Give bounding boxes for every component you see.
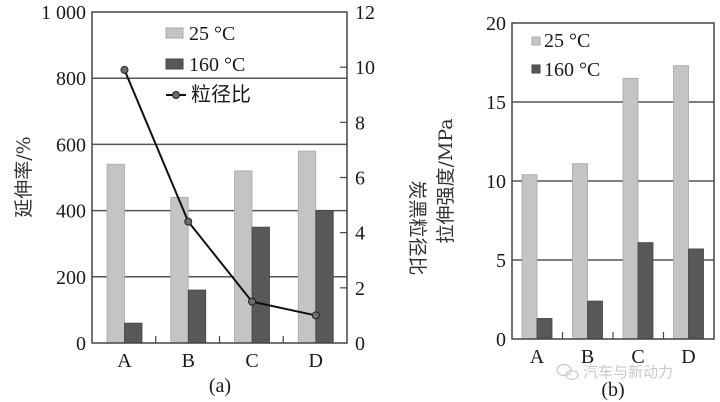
chart-b-ylabel: 拉伸强度/MPa: [435, 118, 457, 243]
x-tick-label: A: [530, 346, 545, 368]
y2-tick-label: 12: [355, 2, 375, 24]
x-tick-label: C: [245, 350, 258, 372]
bar-B-25c: [572, 163, 588, 340]
chart-a-right-axis-ticks: 0 2 4 6 8 10 12: [340, 2, 375, 355]
x-tick-label: D: [309, 350, 323, 372]
grain-ratio-line: [123, 69, 316, 317]
y-tick-label: 10: [486, 171, 506, 193]
y-tick-label: 1 000: [41, 2, 86, 24]
bar-D-160c: [688, 248, 704, 340]
legend-b-label-25c: 25 °C: [544, 30, 590, 52]
y-tick-label: 5: [496, 250, 506, 272]
legend-b-swatch-160c: [531, 64, 541, 74]
legend-b-swatch-25c: [531, 36, 541, 46]
bar-B-160c: [187, 289, 207, 344]
y-tick-label: 0: [76, 333, 86, 355]
legend-label-grain-ratio: 粒径比: [191, 83, 251, 106]
bar-C-25c: [234, 170, 253, 344]
legend-label-25c: 25 °C: [189, 23, 235, 45]
x-tick-label: A: [117, 350, 132, 372]
y2-tick-label: 0: [355, 333, 365, 355]
x-tick-label: B: [182, 350, 195, 372]
y-tick-label: 200: [56, 267, 86, 289]
chart-a: 0 200 400 600 800 1 000 0 2 4 6 8 10 12 A B C D 25 °C …: [13, 2, 428, 397]
x-tick-label: B: [581, 346, 594, 368]
grain-ratio-point-C: [248, 297, 256, 306]
y-tick-label: 20: [486, 13, 506, 35]
y2-tick-label: 6: [355, 168, 365, 190]
chart-a-x-axis-ticks: A B C D: [117, 336, 323, 372]
y2-tick-label: 2: [355, 278, 365, 300]
chart-a-y2label: 炭黑粒径比: [406, 180, 428, 275]
y-tick-label: 600: [56, 134, 86, 156]
legend-b-label-160c: 160 °C: [544, 59, 600, 81]
chart-a-legend: 25 °C 160 °C 粒径比: [165, 23, 251, 106]
legend-swatch-160c: [165, 58, 184, 70]
y-tick-label: 800: [56, 68, 86, 90]
bar-D-160c: [315, 210, 334, 344]
bar-D-25c: [673, 65, 689, 340]
chart-a-line-series: [120, 65, 320, 320]
y2-tick-label: 10: [355, 57, 375, 79]
watermark: 汽车与新动力: [556, 363, 673, 381]
bar-C-160c: [637, 242, 654, 340]
chart-b-bars: [521, 65, 704, 340]
legend-swatch-25c: [165, 27, 184, 39]
chart-a-ylabel: 延伸率/%: [13, 136, 35, 217]
chart-a-left-axis-ticks: 0 200 400 600 800 1 000: [41, 2, 86, 355]
x-tick-label: D: [681, 346, 695, 368]
bar-A-25c: [106, 163, 125, 344]
bar-C-25c: [622, 77, 639, 340]
chart-a-bars: [106, 150, 334, 344]
grain-ratio-point-A: [120, 65, 129, 74]
y-tick-label: 0: [496, 329, 506, 351]
y-tick-label: 400: [56, 201, 86, 223]
chart-a-panel-label: (a): [209, 375, 231, 397]
chart-b-x-axis-ticks: A B C D: [530, 332, 696, 368]
x-tick-label: C: [631, 346, 644, 368]
wechat-icon: [556, 363, 579, 381]
watermark-text: 汽车与新动力: [583, 363, 673, 381]
y-tick-label: 15: [486, 92, 506, 114]
bar-A-160c: [124, 322, 143, 344]
chart-b-y-axis-ticks: 0 5 10 15 20: [486, 13, 506, 351]
y2-tick-label: 8: [355, 112, 365, 134]
bar-A-25c: [521, 174, 538, 340]
y2-tick-label: 4: [355, 223, 365, 245]
chart-b-legend: 25 °C 160 °C: [531, 30, 600, 81]
legend-line-marker: [172, 91, 180, 99]
legend-label-160c: 160 °C: [189, 54, 245, 76]
grain-ratio-point-B: [184, 217, 193, 226]
grain-ratio-point-D: [311, 311, 320, 320]
bar-A-160c: [536, 318, 553, 340]
bar-C-160c: [251, 226, 270, 344]
chart-b-panel-label: (b): [601, 379, 624, 401]
bar-B-160c: [587, 300, 603, 340]
